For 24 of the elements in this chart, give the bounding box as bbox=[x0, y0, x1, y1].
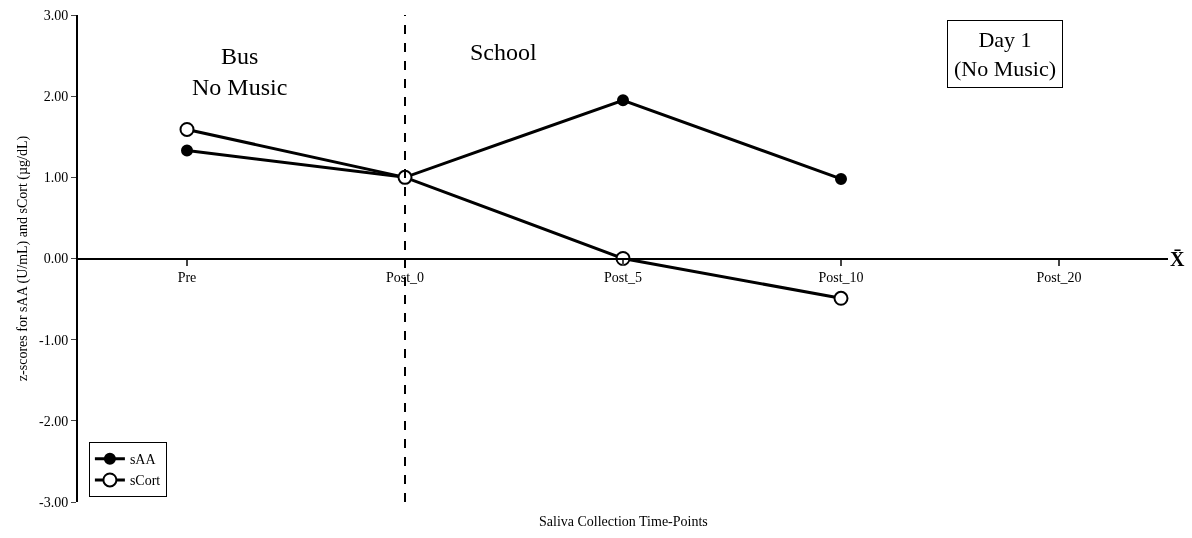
y-tick-label: 0.00 bbox=[43, 251, 69, 267]
x-tick-label: Post_20 bbox=[1036, 270, 1082, 286]
annotation: Bus No Music bbox=[192, 43, 288, 101]
annotation: Day 1 (No Music) bbox=[954, 27, 1057, 81]
y-tick-label: 2.00 bbox=[43, 89, 69, 105]
x-tick-label: Pre bbox=[177, 270, 197, 286]
point bbox=[179, 121, 195, 137]
point bbox=[181, 144, 193, 157]
annotation: School bbox=[470, 39, 537, 65]
x-axis-title: Saliva Collection Time-Points bbox=[539, 514, 708, 529]
y-tick-label: -2.00 bbox=[39, 413, 69, 429]
point bbox=[833, 290, 849, 306]
legend-label: sAA bbox=[129, 452, 157, 468]
legend-label: sCort bbox=[129, 473, 161, 489]
point bbox=[835, 172, 847, 185]
y-tick-label: 1.00 bbox=[43, 170, 69, 186]
point bbox=[617, 94, 629, 107]
x-tick-label: Post_10 bbox=[818, 270, 864, 286]
x-tick-label: Post_5 bbox=[603, 270, 643, 286]
y-tick-label: 3.00 bbox=[43, 7, 69, 23]
y-axis-title: z-scores for sAA (U/mL) and sCort (µg/dL) bbox=[15, 135, 32, 382]
y-tick-label: -3.00 bbox=[39, 494, 69, 510]
y-tick-label: -1.00 bbox=[39, 332, 69, 348]
text: X̄ bbox=[1170, 248, 1185, 270]
